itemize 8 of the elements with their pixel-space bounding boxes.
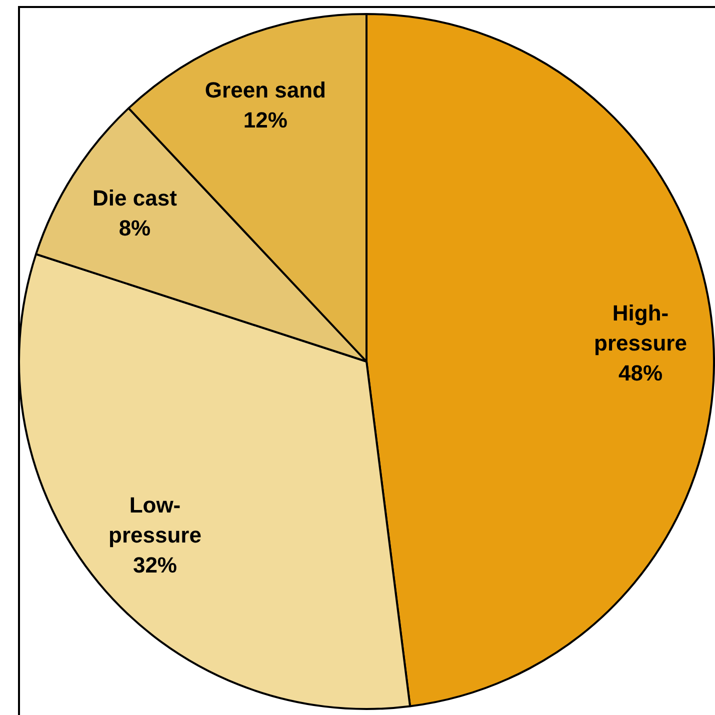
slice-label: High-pressure xyxy=(594,300,687,356)
slice-label: Green sand xyxy=(204,77,326,102)
data-label: 8% xyxy=(118,215,151,240)
data-label: 32% xyxy=(132,552,177,578)
data-label: 48% xyxy=(618,360,663,386)
data-label: 12% xyxy=(243,107,288,132)
slice-label: Low-pressure xyxy=(108,492,202,548)
slice-label: Die cast xyxy=(92,185,178,210)
